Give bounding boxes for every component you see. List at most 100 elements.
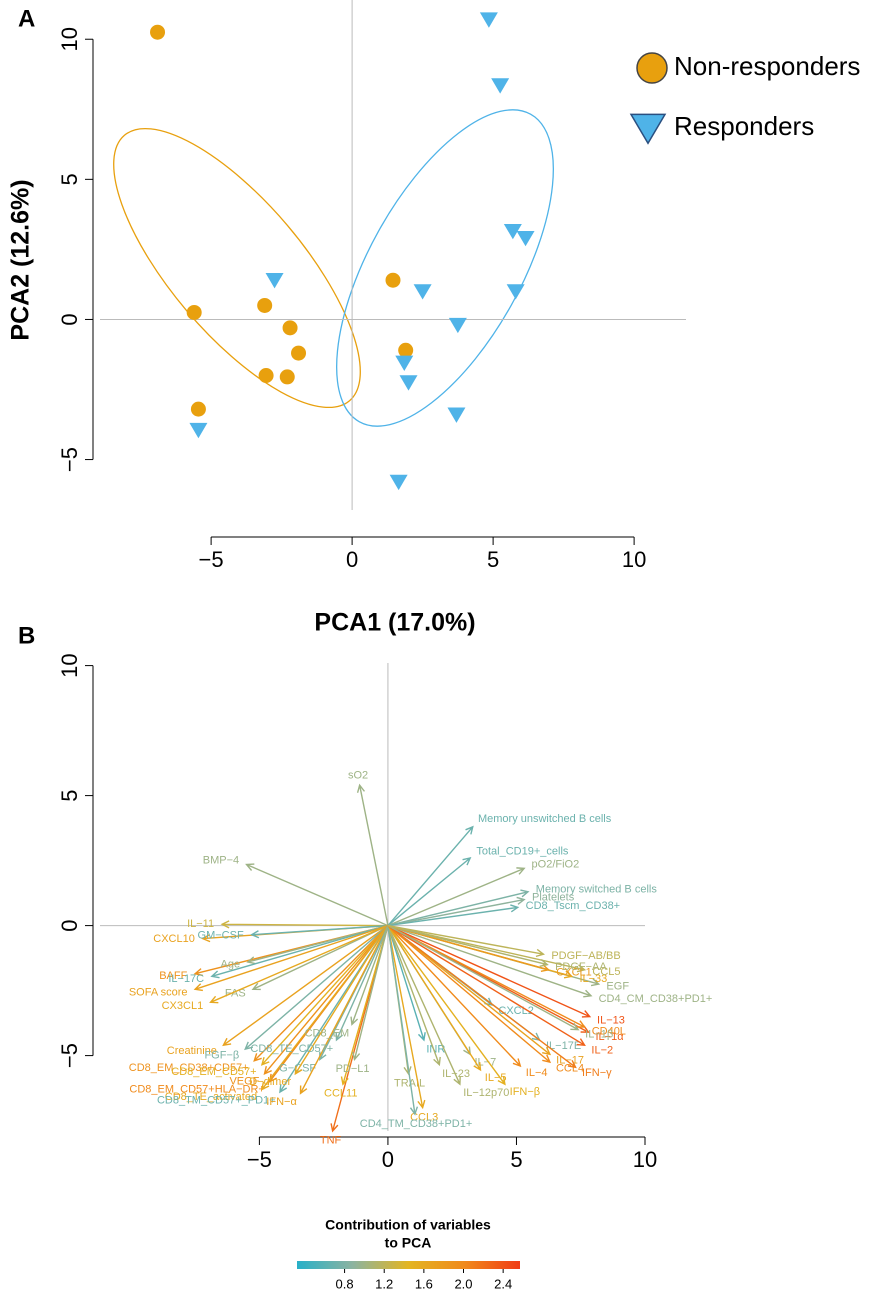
variable-label: CD8_TE_CD57+ [250,1043,333,1055]
point [186,304,202,320]
variable-arrow [387,924,586,1028]
variable-arrow [387,925,441,1067]
variable-label: IL−11 [187,918,214,930]
x-tick-label: 10 [622,547,646,572]
point [291,345,307,361]
variable-label: D−dimer [249,1076,291,1088]
variable-label: IL−2 [591,1044,613,1056]
variable-label: sO2 [348,769,368,781]
variable-label: TNF [320,1135,342,1147]
variable-arrow [387,925,426,1042]
variable-arrow [387,924,549,968]
y-tick-label: 5 [57,173,82,185]
variable-arrow [387,925,482,1072]
variable-arrow [387,924,580,1031]
variable-label: CD8_Tscm_CD38+ [526,900,620,912]
x-tick-label: 5 [510,1147,522,1172]
y-tick-label: 10 [57,27,82,51]
variable-label: CD8_TE_activated [165,1091,257,1103]
variable-arrow [263,925,389,1076]
variable-arrow [387,924,592,1018]
variable-arrow [387,904,520,927]
y-tick-label: 10 [57,653,82,677]
variable-arrow [387,925,552,1056]
variable-arrow [261,925,389,1091]
variable-arrow [299,925,389,1095]
variable-arrow [294,925,389,1076]
variable-label: CD40L [592,1025,626,1037]
variable-arrow [387,889,530,927]
group-ellipse [113,127,361,409]
panel-label: A [18,5,35,32]
point [448,317,467,334]
y-tick-label: −5 [57,1043,82,1068]
variable-label: FGF−β [204,1050,239,1062]
variable-label: CD4_CM_CD38+PD1+ [599,993,713,1005]
variable-arrow [222,925,389,1047]
variable-arrow [356,783,389,926]
point [189,422,208,439]
variable-label: pO2/FiO2 [532,858,580,870]
x-tick-label: 0 [382,1147,394,1172]
variable-label: PD−L1 [336,1063,370,1075]
variable-arrow [387,925,522,1068]
variable-label: Total_CD19+_cells [476,846,569,858]
legend-marker [629,113,667,145]
colorbar-tick-label: 2.0 [454,1276,472,1291]
variable-arrow [245,863,389,927]
point [258,367,274,383]
variable-label: CCL4 [556,1062,584,1074]
variable-label: IL−17C [168,973,204,985]
x-tick-label: 10 [633,1147,657,1172]
variable-label: CXCL2 [498,1005,533,1017]
variable-arrow [387,825,474,927]
y-tick-label: −5 [57,447,82,472]
variable-label: IL−13 [597,1015,625,1027]
colorbar-tick-label: 1.2 [375,1276,393,1291]
variable-label: PDGF−AA [555,961,607,973]
colorbar [297,1261,520,1269]
panel-label: B [18,622,35,649]
colorbar-tick-label: 2.4 [494,1276,512,1291]
y-tick-label: 5 [57,789,82,801]
variable-label: IL−5 [485,1072,507,1084]
variable-label: SOFA score [129,986,188,998]
variable-label: IL−1β [585,1028,613,1040]
colorbar-title: Contribution of variables [325,1217,491,1233]
variable-arrow [387,924,545,958]
variable-label: EGF [606,981,629,993]
point [516,230,535,247]
variable-arrow [340,925,389,1086]
variable-label: IL−17E [546,1040,581,1052]
variable-label: G−CSF [279,1062,316,1074]
variable-arrow [244,925,389,1051]
x-tick-label: 5 [487,547,499,572]
point [282,320,298,336]
variable-label: Platelets [532,892,575,904]
variable-arrow [387,925,577,1069]
x-axis-title: PCA1 (17.0%) [314,609,475,637]
variable-label: FAS [225,987,246,999]
variable-label: IFN−α [266,1096,297,1108]
variable-arrow [350,925,389,1026]
y-axis-title: PCA2 (12.6%) [7,179,35,340]
variable-arrow [387,857,472,927]
x-tick-label: −5 [247,1147,272,1172]
variable-label: CD4_TM_CD38+PD1+ [360,1118,473,1130]
variable-label: CD8_TM_CD57+_PD1+ [157,1094,276,1106]
variable-label: PDGF−AB/BB [551,950,620,962]
variable-label: IL−12p70 [463,1087,509,1099]
variable-label: CD8_EM_CD57+HLA−DR+ [129,1083,264,1095]
point [399,375,418,391]
variable-label: CCL5 [592,966,620,978]
colorbar-tick-label: 0.8 [336,1276,354,1291]
point [395,355,414,371]
variable-label: INR [426,1043,445,1055]
variable-label: IFN−γ [582,1067,612,1079]
point [503,223,522,240]
variable-arrow [352,925,389,1062]
point [257,297,273,313]
variable-label: GM−CSF [198,929,244,941]
variable-arrow [387,924,593,998]
